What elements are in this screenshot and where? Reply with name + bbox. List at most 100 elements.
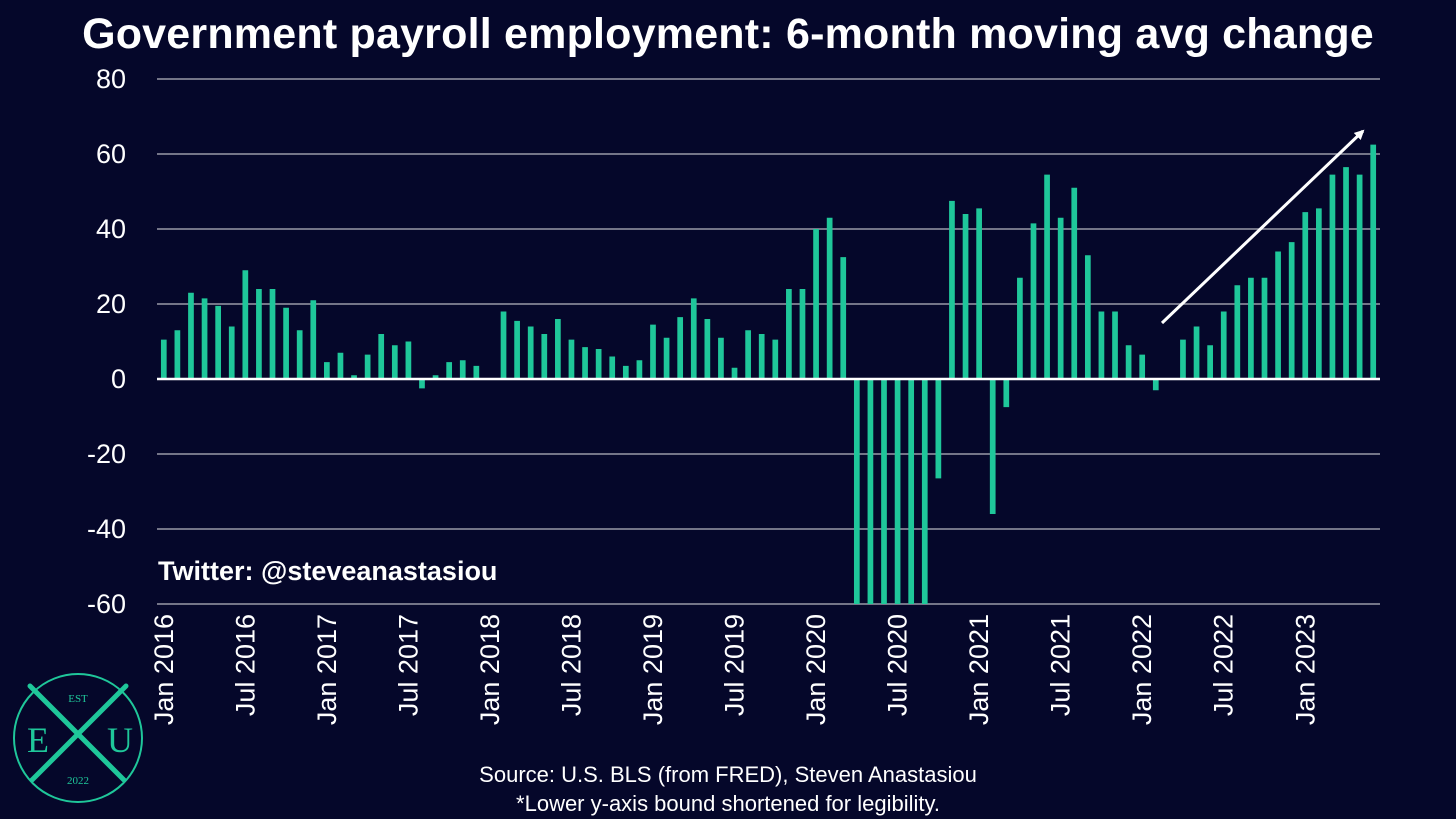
bar (500, 311, 507, 379)
bar (1003, 379, 1010, 408)
source-note: Source: U.S. BLS (from FRED), Steven Ana… (479, 762, 977, 787)
bar (242, 270, 249, 379)
x-tick-label: Jul 2018 (556, 614, 586, 716)
axis-footnote: *Lower y-axis bound shortened for legibi… (516, 791, 940, 816)
bar (799, 289, 806, 379)
bar (867, 379, 874, 604)
bar (514, 320, 520, 379)
bar (446, 362, 453, 379)
bar (881, 379, 887, 604)
logo-letter-e: E (27, 720, 49, 760)
bar (541, 334, 548, 379)
y-tick-label: 40 (96, 214, 126, 244)
bar (1030, 223, 1037, 379)
y-tick-label: 0 (111, 364, 126, 394)
bar (1261, 277, 1268, 379)
trend-arrow (1160, 129, 1365, 325)
bar (1220, 311, 1227, 379)
bar (1370, 144, 1377, 379)
x-tick-label: Jan 2019 (638, 614, 668, 725)
bar (1207, 345, 1213, 379)
twitter-handle: Twitter: @steveanastasiou (158, 556, 498, 586)
x-tick-label: Jan 2018 (475, 614, 505, 725)
y-tick-label: -20 (87, 439, 126, 469)
bar (840, 257, 847, 379)
bar (622, 365, 629, 379)
bar (391, 345, 398, 379)
y-tick-label: 80 (96, 64, 126, 94)
bar (690, 298, 697, 379)
y-tick-label: 60 (96, 139, 126, 169)
crossed-swords-icon (27, 683, 129, 783)
chart-title: Government payroll employment: 6-month m… (82, 10, 1374, 58)
bar (704, 319, 711, 379)
bar (718, 337, 724, 379)
bar (337, 352, 344, 379)
logo-est-text: EST (68, 693, 88, 705)
bar (568, 339, 575, 379)
bar (758, 334, 765, 379)
bar (201, 298, 208, 379)
bar (813, 229, 819, 379)
x-tick-label: Jan 2023 (1290, 614, 1320, 725)
bar (1112, 311, 1118, 379)
bar (677, 317, 684, 379)
y-tick-label: 20 (96, 289, 126, 319)
bar (256, 289, 262, 379)
bar (595, 349, 602, 379)
bar (1071, 187, 1078, 379)
bar (405, 341, 412, 379)
x-tick-label: Jul 2020 (883, 614, 913, 716)
bar (1044, 174, 1050, 379)
bar (283, 307, 289, 379)
bar (1017, 277, 1023, 379)
bar (160, 339, 167, 379)
bar (419, 379, 425, 389)
bar (772, 339, 779, 379)
bar (1302, 212, 1309, 379)
x-tick-label: Jul 2016 (230, 614, 260, 716)
bar (1152, 379, 1159, 391)
bar (1084, 255, 1091, 379)
bar (1288, 242, 1295, 379)
y-tick-label: -60 (87, 589, 126, 619)
bar (1356, 174, 1363, 379)
bar (324, 362, 330, 379)
bar (853, 379, 860, 604)
logo-year-text: 2022 (67, 775, 89, 787)
exu-logo: EST E U 2022 (13, 673, 143, 803)
x-tick-label: Jul 2021 (1046, 614, 1076, 716)
bar (1098, 311, 1105, 379)
x-tick-label: Jan 2016 (149, 614, 179, 725)
bar (215, 305, 222, 379)
x-tick-label: Jan 2021 (964, 614, 994, 725)
logo-letter-u: U (107, 720, 133, 760)
bar (1248, 277, 1254, 379)
bar (1315, 208, 1322, 379)
bar (459, 360, 466, 379)
bar (935, 379, 942, 479)
bar (228, 326, 235, 379)
bar (1057, 217, 1064, 379)
bar (976, 208, 982, 379)
x-tick-label: Jul 2022 (1209, 614, 1239, 716)
bar (786, 289, 792, 379)
bar (555, 319, 561, 379)
bar (745, 330, 751, 379)
bar (731, 367, 738, 379)
bar (921, 379, 928, 604)
bar (296, 330, 303, 379)
bar (188, 292, 194, 379)
bar (826, 217, 833, 379)
x-tick-label: Jan 2017 (312, 614, 342, 725)
bar (962, 214, 969, 379)
bar (378, 334, 385, 379)
bar (1234, 285, 1241, 379)
bar (894, 379, 901, 604)
bar (582, 347, 588, 379)
bar (609, 356, 616, 379)
x-tick-label: Jul 2019 (720, 614, 750, 716)
bar (1139, 354, 1146, 379)
bar (663, 337, 670, 379)
